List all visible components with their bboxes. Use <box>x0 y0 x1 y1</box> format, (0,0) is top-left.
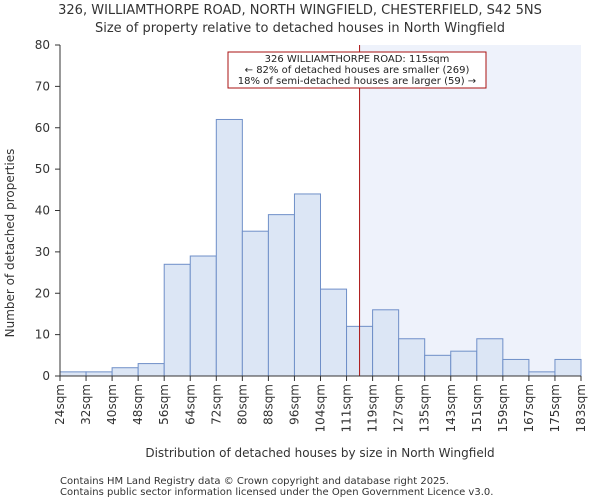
bar-80sqm <box>241 230 269 377</box>
bar-151sqm <box>476 338 504 377</box>
x-tick-label: 151sqm <box>470 384 484 432</box>
bar-24sqm <box>59 371 87 377</box>
bar-167sqm <box>528 371 556 377</box>
x-tick-label: 127sqm <box>392 384 406 432</box>
bar-119sqm <box>372 309 400 377</box>
x-tick-label: 175sqm <box>548 384 562 432</box>
bar-175sqm <box>554 358 582 377</box>
bar-32sqm <box>85 371 113 377</box>
annotation-border <box>227 51 487 89</box>
chart-subtitle: Size of property relative to detached ho… <box>95 21 505 36</box>
x-tick-label: 183sqm <box>574 384 588 432</box>
y-tick-label: 50 <box>35 162 50 176</box>
x-tick-label: 56sqm <box>157 384 171 425</box>
bar-135sqm <box>424 354 452 377</box>
y-tick-label: 30 <box>35 245 50 259</box>
x-axis-label: Distribution of detached houses by size … <box>145 446 494 460</box>
y-tick-label: 20 <box>35 286 50 300</box>
x-tick-label: 135sqm <box>418 384 432 432</box>
annotation-box: 326 WILLIAMTHORPE ROAD: 115sqm ← 82% of … <box>227 51 487 89</box>
x-tick-label: 159sqm <box>496 384 510 432</box>
x-tick-label: 104sqm <box>314 384 328 432</box>
x-tick-label: 80sqm <box>235 384 249 425</box>
y-axis-label: Number of detached properties <box>3 149 17 338</box>
x-tick-label: 48sqm <box>131 384 145 425</box>
bar-48sqm <box>137 363 165 377</box>
x-tick-label: 111sqm <box>340 384 354 432</box>
bar-104sqm <box>320 288 348 377</box>
bar-143sqm <box>450 350 478 377</box>
annotation-line-1: 326 WILLIAMTHORPE ROAD: 115sqm <box>265 54 450 65</box>
x-tick-label: 64sqm <box>183 384 197 425</box>
x-tick-label: 143sqm <box>444 384 458 432</box>
x-tick-label: 167sqm <box>522 384 536 432</box>
y-tick-label: 40 <box>35 204 50 218</box>
y-tick-label: 80 <box>35 38 50 52</box>
bar-72sqm <box>215 118 243 377</box>
bar-127sqm <box>398 338 426 377</box>
x-tick-label: 119sqm <box>366 384 380 432</box>
x-tick-label: 32sqm <box>79 384 93 425</box>
bar-56sqm <box>163 263 191 377</box>
bar-88sqm <box>267 214 295 377</box>
bar-40sqm <box>111 367 139 377</box>
x-tick-label: 96sqm <box>287 384 301 425</box>
x-tick-label: 72sqm <box>209 384 223 425</box>
x-tick-label: 40sqm <box>105 384 119 425</box>
annotation-line-3: 18% of semi-detached houses are larger (… <box>238 76 476 87</box>
x-tick-label: 24sqm <box>53 384 67 425</box>
y-tick-label: 70 <box>35 79 50 93</box>
bar-96sqm <box>293 193 322 377</box>
chart-title: 326, WILLIAMTHORPE ROAD, NORTH WINGFIELD… <box>58 3 542 18</box>
y-tick-label: 0 <box>42 369 50 383</box>
x-tick-label: 88sqm <box>261 384 275 425</box>
footer-line-1: Contains HM Land Registry data © Crown c… <box>60 476 449 487</box>
footer-line-2: Contains public sector information licen… <box>60 487 493 498</box>
annotation-line-2: ← 82% of detached houses are smaller (26… <box>245 65 470 76</box>
bar-159sqm <box>502 358 530 377</box>
bar-64sqm <box>189 255 217 377</box>
y-tick-label: 60 <box>35 121 50 135</box>
y-tick-label: 10 <box>35 328 50 342</box>
